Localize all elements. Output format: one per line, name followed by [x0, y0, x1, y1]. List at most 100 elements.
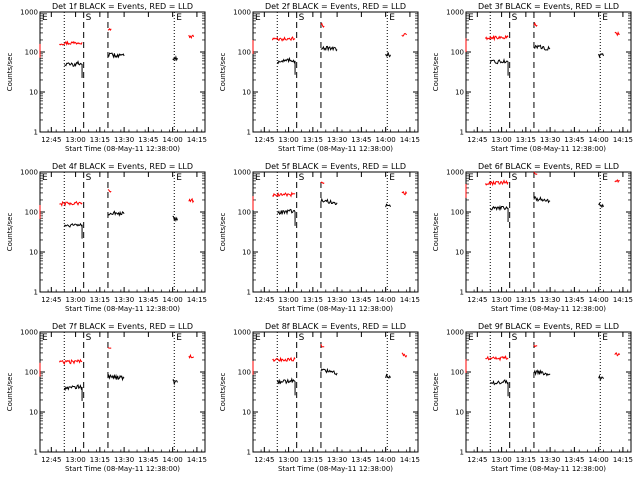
- marker-label-e: E: [468, 333, 474, 343]
- x-tick-label: 14:15: [187, 456, 207, 464]
- chart-title: Det 4f BLACK = Events, RED = LLD: [52, 162, 193, 171]
- marker-label-s: S: [299, 333, 305, 343]
- plot-frame: [465, 171, 632, 293]
- chart-svg: Det 9f BLACK = Events, RED = LLD 1 10 100 10…: [432, 322, 633, 473]
- lld-series-line: [272, 356, 296, 363]
- x-tick-label: 13:15: [516, 296, 536, 304]
- events-series-line: [533, 369, 551, 377]
- x-tick-label: 13:15: [303, 296, 323, 304]
- x-tick-label: 13:00: [65, 136, 85, 144]
- y-tick-label: 100: [451, 369, 464, 377]
- chart-svg: Det 4f BLACK = Events, RED = LLD 1 10 100 10…: [6, 162, 207, 313]
- y-tick-label: 10: [29, 409, 38, 417]
- events-series-line: [385, 203, 391, 208]
- x-tick-label: 13:45: [138, 136, 158, 144]
- lld-series-line: [272, 191, 296, 198]
- y-tick-label: 10: [29, 89, 38, 97]
- lld-series-line: [401, 32, 407, 37]
- lld-series-line: [533, 22, 538, 27]
- x-tick-label: 13:00: [491, 296, 511, 304]
- events-series-line: [172, 55, 178, 62]
- lld-series-line: [614, 31, 620, 37]
- marker-label-s: S: [299, 173, 305, 183]
- x-tick-label: 14:00: [163, 296, 183, 304]
- chart-title: Det 2f BLACK = Events, RED = LLD: [265, 2, 406, 11]
- x-tick-label: 13:45: [564, 296, 584, 304]
- x-tick-label: 14:15: [400, 296, 420, 304]
- events-series-line: [320, 45, 338, 52]
- plot-frame: [252, 11, 419, 133]
- lld-series-line: [401, 352, 408, 358]
- marker-label-e: E: [389, 13, 395, 23]
- y-tick-label: 1000: [20, 9, 38, 17]
- chart-title: Det 6f BLACK = Events, RED = LLD: [478, 162, 619, 171]
- lld-series-line: [320, 181, 325, 184]
- events-series-line: [276, 377, 296, 385]
- x-tick-label: 13:00: [278, 296, 298, 304]
- x-tick-label: 13:15: [90, 456, 110, 464]
- marker-label-e: E: [255, 333, 261, 343]
- plot-frame: [465, 331, 632, 453]
- x-tick-label: 13:30: [114, 456, 134, 464]
- x-tick-label: 14:15: [187, 296, 207, 304]
- marker-label-e: E: [42, 333, 48, 343]
- chart-svg: Det 3f BLACK = Events, RED = LLD 1 10 100 10…: [432, 2, 633, 153]
- x-tick-label: 14:00: [589, 296, 609, 304]
- plot-frame: [39, 331, 206, 453]
- x-tick-label: 13:30: [540, 456, 560, 464]
- chart-panel-det-2: Det 2f BLACK = Events, RED = LLD 1 10 100 10…: [213, 0, 426, 160]
- x-tick-label: 13:45: [564, 136, 584, 144]
- marker-label-e: E: [176, 13, 182, 23]
- x-tick-label: 13:30: [540, 296, 560, 304]
- y-tick-label: 1: [34, 289, 38, 297]
- marker-label-e: E: [176, 173, 182, 183]
- events-series-line: [320, 197, 338, 206]
- events-series-line: [385, 373, 391, 379]
- y-axis-label: Counts/sec: [6, 373, 14, 412]
- x-tick-label: 13:15: [90, 136, 110, 144]
- x-axis-label: Start Time (08-May-11 12:38:00): [65, 465, 180, 473]
- y-tick-label: 10: [242, 249, 251, 257]
- y-axis-label: Counts/sec: [6, 213, 14, 252]
- x-tick-label: 12:45: [467, 456, 487, 464]
- x-tick-label: 13:00: [278, 456, 298, 464]
- chart-svg: Det 7f BLACK = Events, RED = LLD 1 10 100 10…: [6, 322, 207, 473]
- marker-label-s: S: [512, 13, 518, 23]
- y-tick-label: 1: [34, 449, 38, 457]
- x-tick-label: 13:00: [491, 136, 511, 144]
- events-series-line: [107, 373, 125, 382]
- x-tick-label: 12:45: [467, 296, 487, 304]
- marker-label-s: S: [299, 13, 305, 23]
- chart-panel-det-3: Det 3f BLACK = Events, RED = LLD 1 10 100 10…: [426, 0, 639, 160]
- y-tick-label: 1000: [20, 169, 38, 177]
- chart-panel-det-8: Det 8f BLACK = Events, RED = LLD 1 10 100 10…: [213, 320, 426, 480]
- x-tick-label: 13:15: [516, 136, 536, 144]
- chart-title: Det 1f BLACK = Events, RED = LLD: [52, 2, 193, 11]
- y-tick-label: 1000: [233, 329, 251, 337]
- x-tick-label: 13:00: [491, 456, 511, 464]
- lld-series-line: [614, 352, 621, 357]
- x-tick-label: 13:45: [351, 136, 371, 144]
- marker-label-s: S: [86, 173, 92, 183]
- x-tick-label: 12:45: [254, 136, 274, 144]
- x-tick-label: 12:45: [41, 296, 61, 304]
- events-series-line: [598, 374, 604, 381]
- y-tick-label: 100: [25, 209, 38, 217]
- y-tick-label: 100: [238, 49, 251, 57]
- x-axis-label: Start Time (08-May-11 12:38:00): [491, 305, 606, 313]
- marker-label-e: E: [389, 173, 395, 183]
- x-tick-label: 13:45: [138, 296, 158, 304]
- marker-label-e: E: [468, 173, 474, 183]
- events-series-line: [63, 384, 83, 392]
- y-tick-label: 10: [242, 89, 251, 97]
- y-tick-label: 100: [25, 49, 38, 57]
- events-series-line: [276, 56, 296, 65]
- x-tick-label: 14:00: [589, 456, 609, 464]
- chart-title: Det 9f BLACK = Events, RED = LLD: [478, 322, 619, 331]
- x-tick-label: 14:00: [163, 456, 183, 464]
- y-tick-label: 10: [29, 249, 38, 257]
- x-tick-label: 13:45: [564, 456, 584, 464]
- lld-series-line: [107, 28, 112, 32]
- lld-series-line: [58, 358, 83, 365]
